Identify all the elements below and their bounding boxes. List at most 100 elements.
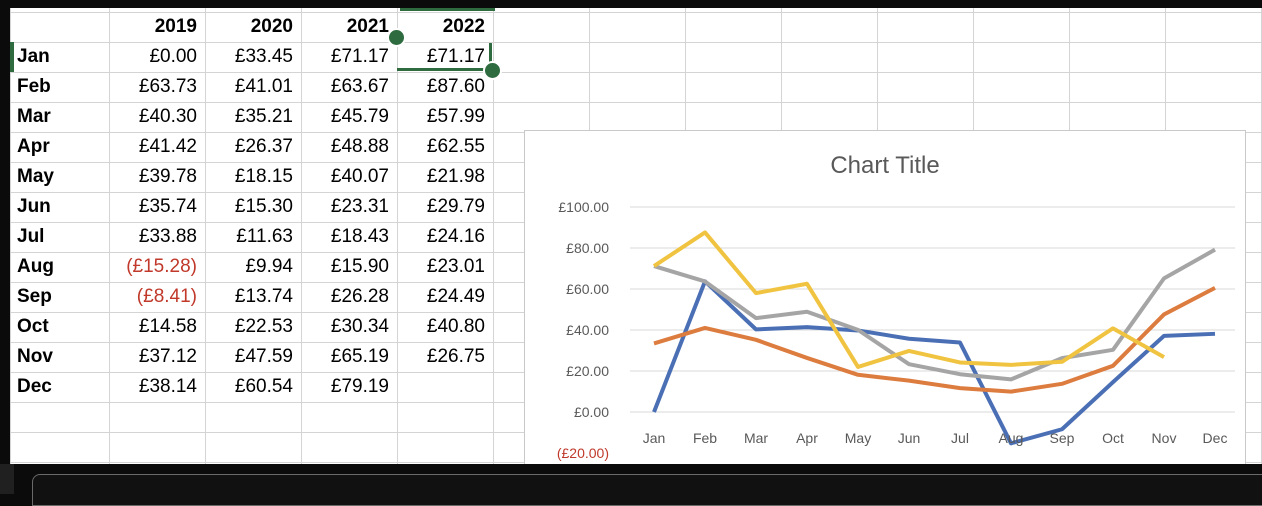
- y-tick-label: £20.00: [566, 363, 609, 379]
- value-cell[interactable]: £35.74: [138, 196, 197, 217]
- value-cell[interactable]: £41.42: [138, 136, 197, 157]
- value-cell[interactable]: £63.67: [330, 76, 389, 97]
- value-cell[interactable]: £24.49: [426, 286, 485, 307]
- column-gridline: [301, 8, 302, 464]
- value-cell[interactable]: £29.79: [426, 196, 485, 217]
- value-cell[interactable]: £22.53: [234, 316, 293, 337]
- x-tick-label: Jan: [643, 430, 666, 446]
- value-cell[interactable]: £71.17: [330, 46, 389, 67]
- value-cell[interactable]: £14.58: [138, 316, 197, 337]
- value-cell[interactable]: £18.15: [234, 166, 293, 187]
- value-cell[interactable]: £39.78: [138, 166, 197, 187]
- row-gridline: [10, 72, 1262, 73]
- row-label-cell[interactable]: Dec: [17, 376, 52, 397]
- selection-handle-bottom-right[interactable]: [483, 61, 502, 80]
- series-line-4[interactable]: [652, 230, 1165, 369]
- selected-cell-outline[interactable]: [397, 43, 492, 71]
- series-line-3[interactable]: [653, 247, 1216, 382]
- value-cell[interactable]: £33.45: [234, 46, 293, 67]
- row-label-cell[interactable]: Sep: [17, 286, 52, 307]
- value-cell[interactable]: £13.74: [234, 286, 293, 307]
- series-line-1[interactable]: [652, 279, 1216, 446]
- x-tick-label: Jun: [898, 430, 921, 446]
- value-cell[interactable]: £40.07: [330, 166, 389, 187]
- row-label-cell[interactable]: Nov: [17, 346, 53, 367]
- value-cell[interactable]: £23.31: [330, 196, 389, 217]
- value-cell[interactable]: £15.30: [234, 196, 293, 217]
- value-cell[interactable]: £33.88: [138, 226, 197, 247]
- value-cell[interactable]: £23.01: [426, 256, 485, 277]
- row-label-cell[interactable]: Oct: [17, 316, 49, 337]
- value-cell[interactable]: £37.12: [138, 346, 197, 367]
- value-cell[interactable]: £47.59: [234, 346, 293, 367]
- chart-title[interactable]: Chart Title: [830, 152, 939, 179]
- value-cell[interactable]: £26.28: [330, 286, 389, 307]
- x-tick-label: Dec: [1203, 430, 1228, 446]
- value-cell[interactable]: £40.80: [426, 316, 485, 337]
- value-cell[interactable]: £35.21: [234, 106, 293, 127]
- value-cell[interactable]: £79.19: [330, 376, 389, 397]
- series-line-2[interactable]: [653, 286, 1216, 394]
- x-tick-label: Jul: [951, 430, 969, 446]
- row-label-cell[interactable]: Jan: [17, 46, 50, 67]
- selection-handle-top-left[interactable]: [387, 28, 406, 47]
- value-cell[interactable]: £87.60: [426, 76, 485, 97]
- value-cell[interactable]: £40.30: [138, 106, 197, 127]
- value-cell[interactable]: £18.43: [330, 226, 389, 247]
- x-tick-label: Sep: [1050, 430, 1075, 446]
- column-gridline: [493, 8, 494, 464]
- value-cell[interactable]: (£8.41): [136, 286, 197, 307]
- column-gridline: [109, 8, 110, 464]
- value-cell[interactable]: (£15.28): [126, 256, 197, 277]
- value-cell[interactable]: £9.94: [245, 256, 293, 277]
- row-label-cell[interactable]: Mar: [17, 106, 51, 127]
- value-cell[interactable]: £21.98: [426, 166, 485, 187]
- column-header-cell[interactable]: 2021: [346, 16, 389, 37]
- value-cell[interactable]: £26.37: [234, 136, 293, 157]
- spreadsheet-grid[interactable]: 2019 2020 2021 2022 Jan £0.00 £33.45 £71.17 £71.…: [10, 8, 1262, 464]
- bottom-left-corner: [0, 464, 14, 494]
- row-label-cell[interactable]: Feb: [17, 76, 51, 97]
- column-gridline: [397, 8, 398, 464]
- value-cell[interactable]: £65.19: [330, 346, 389, 367]
- line-chart[interactable]: Chart Title £100.00 £80.00 £60.00 £40.00 £20.…: [524, 130, 1246, 464]
- column-gridline: [10, 8, 11, 464]
- x-tick-label: Oct: [1102, 430, 1124, 446]
- value-cell[interactable]: £48.88: [330, 136, 389, 157]
- value-cell[interactable]: £24.16: [426, 226, 485, 247]
- value-cell[interactable]: £41.01: [234, 76, 293, 97]
- row-label-cell[interactable]: May: [17, 166, 54, 187]
- x-tick-label: Mar: [744, 430, 768, 446]
- value-cell[interactable]: £0.00: [149, 46, 197, 67]
- row-label-cell[interactable]: Jun: [17, 196, 51, 217]
- row-label-cell[interactable]: Jul: [17, 226, 45, 247]
- y-tick-label: £60.00: [566, 281, 609, 297]
- sheet-tab-bar[interactable]: [32, 474, 1262, 506]
- chart-plot-area: Chart Title £100.00 £80.00 £60.00 £40.00 £20.…: [557, 152, 1235, 461]
- row-gridline: [10, 42, 1262, 43]
- value-cell[interactable]: £30.34: [330, 316, 389, 337]
- x-tick-label: Nov: [1152, 430, 1177, 446]
- value-cell[interactable]: [397, 372, 485, 402]
- value-cell[interactable]: £38.14: [138, 376, 197, 397]
- y-tick-label: £0.00: [574, 404, 609, 420]
- value-cell[interactable]: £63.73: [138, 76, 197, 97]
- y-tick-label: £100.00: [558, 199, 609, 215]
- row-label-cell[interactable]: Aug: [17, 256, 54, 277]
- value-cell[interactable]: £45.79: [330, 106, 389, 127]
- value-cell[interactable]: £71.17: [426, 46, 485, 67]
- column-header-cell[interactable]: 2020: [250, 16, 293, 37]
- value-cell[interactable]: £15.90: [330, 256, 389, 277]
- value-cell[interactable]: £60.54: [234, 376, 293, 397]
- column-header-cell[interactable]: 2022: [442, 16, 485, 37]
- value-cell[interactable]: £26.75: [426, 346, 485, 367]
- column-header-cell[interactable]: 2019: [154, 16, 197, 37]
- column-gridline: [205, 8, 206, 464]
- value-cell[interactable]: £57.99: [426, 106, 485, 127]
- row-gridline: [10, 12, 1262, 13]
- value-cell[interactable]: £62.55: [426, 136, 485, 157]
- row-label-cell[interactable]: Apr: [17, 136, 50, 157]
- row-selection-indicator: [10, 42, 14, 72]
- x-tick-label: Feb: [693, 430, 717, 446]
- value-cell[interactable]: £11.63: [236, 226, 293, 247]
